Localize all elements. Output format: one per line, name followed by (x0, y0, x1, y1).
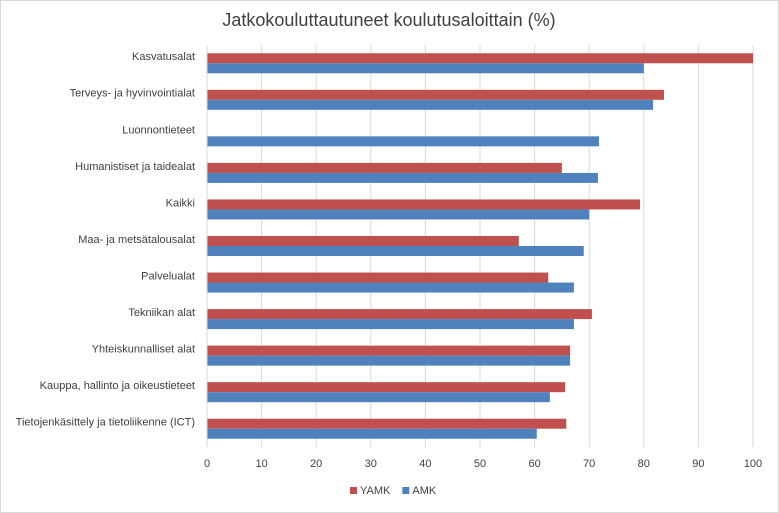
bar (207, 428, 537, 439)
legend-label: AMK (412, 485, 437, 497)
x-tick-label: 80 (638, 458, 650, 470)
y-tick-label: Kaikki (166, 197, 195, 209)
y-tick-label: Tekniikan alat (128, 307, 195, 319)
bar (207, 199, 640, 210)
bar (207, 319, 574, 330)
y-tick-label: Yhteiskunnalliset alat (92, 344, 195, 356)
x-tick-label: 70 (583, 458, 595, 470)
x-tick-label: 20 (310, 458, 322, 470)
bar (207, 63, 644, 74)
legend-swatch (402, 487, 410, 494)
bar (207, 172, 598, 183)
bar (207, 89, 665, 100)
bar (207, 355, 571, 366)
bar (207, 272, 549, 283)
x-tick-label: 50 (474, 458, 486, 470)
x-tick-label: 90 (692, 458, 704, 470)
bar (207, 345, 571, 356)
bar (207, 382, 566, 393)
bar (207, 418, 567, 429)
bar (207, 246, 584, 256)
legend-swatch (350, 487, 357, 494)
bar (207, 236, 519, 246)
bar (207, 136, 600, 147)
bar (207, 309, 592, 320)
bar (207, 209, 590, 220)
x-tick-label: 30 (365, 458, 377, 470)
y-tick-label: Kasvatusalat (132, 51, 195, 63)
chart-title: Jatkokouluttautuneet koulutusaloittain (… (222, 10, 555, 30)
legend-label: YAMK (360, 485, 391, 497)
bar (207, 392, 550, 403)
x-tick-label: 40 (419, 458, 431, 470)
x-tick-label: 0 (204, 458, 210, 470)
x-tick-label: 10 (255, 458, 267, 470)
y-tick-label: Luonnontieteet (122, 124, 195, 136)
y-tick-label: Maa- ja metsätalousalat (78, 234, 195, 246)
bar (207, 53, 753, 64)
y-tick-label: Palvelualat (141, 270, 195, 282)
bar (207, 162, 562, 173)
y-tick-label: Kauppa, hallinto ja oikeustieteet (40, 380, 195, 392)
x-tick-label: 100 (744, 458, 762, 470)
x-tick-label: 60 (528, 458, 540, 470)
y-tick-label: Terveys- ja hyvinvointialat (70, 88, 195, 100)
bar (207, 99, 654, 110)
bar (207, 282, 574, 293)
y-tick-label: Tietojenkäsittely ja tietoliikenne (ICT) (16, 417, 195, 429)
y-tick-label: Humanistiset ja taidealat (75, 161, 195, 173)
